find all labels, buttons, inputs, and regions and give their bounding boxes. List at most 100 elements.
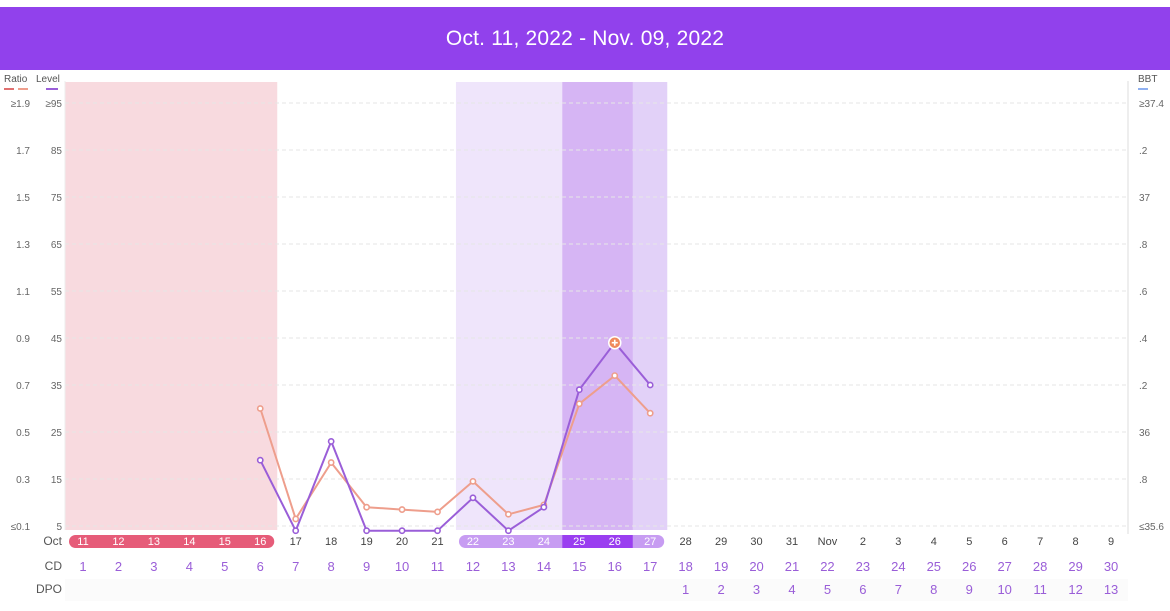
date-tick-label: 19 — [360, 536, 372, 548]
ratio-tick-label: 0.7 — [16, 381, 30, 392]
level-tick-label: 65 — [51, 240, 63, 251]
ratio-series-point — [256, 405, 264, 412]
cd-value: 29 — [1068, 559, 1082, 574]
cd-value: 5 — [221, 559, 228, 574]
cd-value: 25 — [927, 559, 941, 574]
date-tick-label: 24 — [538, 536, 550, 548]
ratio-tick-label: 1.5 — [16, 193, 30, 204]
bbt-tick-label: .2 — [1139, 146, 1148, 157]
dpo-value: 7 — [895, 582, 902, 597]
level-tick-label: 45 — [51, 334, 63, 345]
ratio-series-point — [646, 409, 654, 417]
cd-value: 13 — [501, 559, 515, 574]
cd-value: 30 — [1104, 559, 1118, 574]
cd-value: 14 — [537, 559, 551, 574]
level-series-point — [434, 527, 441, 535]
level-tick-label: 55 — [51, 287, 63, 298]
date-tick-label: 29 — [715, 536, 727, 548]
date-tick-label: 18 — [325, 536, 337, 548]
date-tick-label: 13 — [148, 536, 160, 548]
date-tick-label: 14 — [183, 536, 195, 548]
legend-bbt-label: BBT — [1138, 74, 1157, 85]
date-range-title: Oct. 11, 2022 - Nov. 09, 2022 — [445, 26, 725, 50]
cd-value: 3 — [150, 559, 157, 574]
cd-value: 27 — [997, 559, 1011, 574]
cd-row-label: CD — [45, 559, 63, 573]
date-tick-label: 27 — [644, 536, 656, 548]
cd-value: 16 — [608, 559, 622, 574]
level-series-point — [575, 386, 583, 394]
ratio-tick-label: ≤0.1 — [11, 522, 31, 533]
ratio-series-point — [327, 459, 335, 466]
bbt-tick-label: .8 — [1139, 240, 1148, 251]
period-pill — [69, 535, 275, 548]
level-series-point — [327, 437, 335, 445]
date-tick-label: 11 — [77, 536, 88, 548]
cd-value: 1 — [79, 559, 86, 574]
ratio-series-point — [575, 400, 583, 408]
ratio-tick-label: 1.7 — [16, 146, 30, 157]
ratio-series-point — [363, 503, 370, 511]
cd-value: 24 — [891, 559, 905, 574]
cd-value: 4 — [186, 559, 193, 574]
ratio-series-line — [259, 374, 651, 520]
date-tick-label: 25 — [573, 536, 585, 548]
bbt-tick-label: .8 — [1139, 475, 1148, 486]
ratio-tick-label: 1.3 — [16, 240, 30, 251]
dpo-value: 2 — [717, 582, 724, 597]
peak-band — [562, 82, 633, 530]
ratio-series-point — [469, 477, 477, 485]
cd-value: 26 — [962, 559, 976, 574]
cd-value: 21 — [785, 559, 799, 574]
cd-value: 9 — [363, 559, 370, 574]
date-tick-label: 2 — [860, 536, 866, 548]
level-tick-label: 85 — [51, 146, 63, 157]
date-tick-label: 8 — [1073, 536, 1079, 548]
bbt-tick-label: .4 — [1139, 334, 1148, 345]
ratio-series-point — [398, 506, 406, 513]
date-tick-label: 7 — [1037, 536, 1043, 548]
dpo-value: 9 — [966, 582, 973, 597]
cd-value: 8 — [328, 559, 335, 574]
ratio-tick-label: ≥1.9 — [11, 99, 31, 110]
ratio-series-point — [611, 372, 619, 379]
ratio-tick-label: 0.9 — [16, 334, 30, 345]
date-tick-label: 31 — [786, 536, 798, 548]
dpo-value: 10 — [997, 582, 1011, 597]
bbt-tick-label: 36 — [1139, 428, 1151, 439]
cd-value: 2 — [115, 559, 122, 574]
date-tick-label: 30 — [750, 536, 762, 548]
date-tick-label: 20 — [396, 536, 408, 548]
bbt-tick-label: ≤35.6 — [1139, 522, 1164, 533]
level-tick-label: ≥95 — [45, 99, 62, 110]
cycle-chart: Ratio Level BBT≤0.1 5 ≤35.60.3 15.80.5 25 360.7… — [4, 74, 1164, 601]
level-series-point — [469, 494, 477, 502]
date-tick-label: 16 — [254, 536, 266, 548]
legend-ratio-swatch-1 — [4, 88, 14, 90]
ratio-tick-label: 0.3 — [16, 475, 30, 486]
level-series-point — [398, 527, 406, 535]
dpo-row-bg — [65, 579, 1128, 601]
dpo-value: 3 — [753, 582, 760, 597]
level-tick-label: 15 — [51, 475, 63, 486]
cd-value: 19 — [714, 559, 728, 574]
bbt-tick-label: .2 — [1139, 381, 1148, 392]
cd-value: 20 — [749, 559, 763, 574]
fertile-pill — [458, 535, 665, 548]
legend-ratio-label: Ratio — [4, 74, 28, 85]
date-tick-label: 3 — [895, 536, 901, 548]
cd-value: 15 — [572, 559, 586, 574]
dpo-value: 4 — [788, 582, 795, 597]
ratio-series-point — [504, 510, 512, 518]
date-tick-label: 4 — [931, 536, 937, 548]
dpo-value: 5 — [824, 582, 831, 597]
date-tick-label: 21 — [431, 536, 443, 548]
legend-level-label: Level — [36, 74, 60, 85]
bbt-tick-label: .6 — [1139, 287, 1148, 298]
ratio-series-point — [434, 508, 441, 516]
dpo-value: 11 — [1033, 582, 1047, 597]
cd-value: 28 — [1033, 559, 1047, 574]
cd-value: 12 — [466, 559, 480, 574]
dpo-value: 12 — [1068, 582, 1082, 597]
cd-value: 11 — [431, 559, 445, 574]
